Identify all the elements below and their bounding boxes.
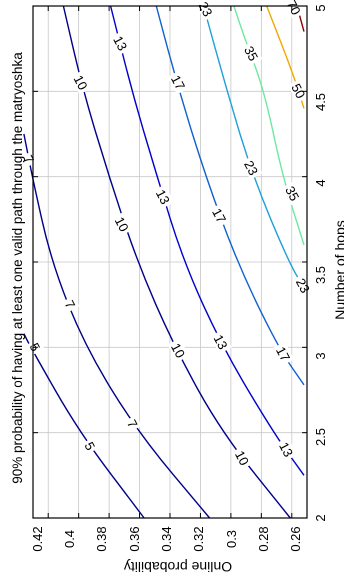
contour-label-background [210, 329, 232, 354]
x-tick-label: 3.5 [313, 266, 328, 284]
contour-label-text: 23 [195, 0, 215, 19]
contour-label-background [275, 437, 298, 462]
contour-label-text: 13 [211, 332, 231, 352]
y-axis-labels: 0.26 0.28 0.3 0.32 0.34 0.36 0.38 0.4 0.… [30, 526, 303, 575]
contour-label-13: 13 [109, 30, 132, 56]
contour-lines [23, 5, 305, 519]
contour-label-text: 17 [168, 73, 188, 93]
contour-label-background [167, 338, 190, 363]
contour-label-10: 10 [70, 70, 92, 95]
x-tick-label: 4 [313, 179, 328, 186]
contour-label-background [272, 341, 295, 366]
contour-label-13: 13 [210, 329, 232, 354]
contour-label-text: 10 [168, 341, 188, 361]
contour-line-10 [62, 5, 291, 519]
contour-label-background [123, 415, 142, 433]
contour-label-background [240, 155, 263, 180]
contour-label-5: 5 [81, 437, 100, 455]
contour-label-background [283, 0, 306, 20]
ticks [33, 5, 307, 519]
y-tick-label: 0.4 [62, 530, 77, 548]
y-tick-label: 0.36 [127, 526, 142, 551]
contour-label-70: 70 [283, 0, 306, 20]
contour-label-7: 7 [123, 415, 142, 433]
x-tick-label: 4.5 [313, 93, 328, 111]
contour-label-17: 17 [272, 341, 295, 366]
y-tick-label: 0.42 [30, 526, 45, 551]
contour-label-background [70, 70, 92, 95]
contour-label-13: 13 [152, 184, 175, 209]
contour-label-text: 17 [273, 344, 293, 364]
contour-label-text: 23 [241, 158, 261, 178]
contour-label-17: 17 [167, 70, 190, 95]
contour-line-5 [23, 333, 145, 519]
contour-label-background [240, 41, 263, 66]
contour-line-17 [155, 5, 305, 386]
contour-label-23: 23 [240, 155, 263, 180]
contour-label-text: 23 [293, 276, 313, 296]
y-axis-label: Online probability [124, 559, 232, 575]
contour-label-17: 17 [208, 203, 231, 228]
contour-label-background [292, 273, 315, 298]
x-tick-label: 2.5 [313, 428, 328, 446]
contour-label-text: 10 [232, 448, 252, 468]
y-tick-label: 0.34 [159, 526, 174, 551]
contour-label-background [111, 211, 134, 237]
y-tick-label: 0.38 [94, 526, 109, 551]
contour-label-background [208, 203, 231, 228]
contour-label-10: 10 [111, 211, 134, 237]
plot-area: 5577710101010131313131717172323233535507… [20, 0, 315, 519]
chart-title: 90% probability of having at least one v… [10, 52, 25, 484]
x-tick-label: 3 [313, 352, 328, 359]
contour-line-70 [296, 5, 305, 32]
contour-label-23: 23 [195, 0, 217, 22]
x-tick-label: 5 [313, 4, 328, 11]
contour-label-text: 17 [209, 206, 229, 226]
contour-label-text: 10 [112, 214, 132, 234]
contour-label-background [26, 338, 45, 356]
contour-label-text: 13 [276, 440, 296, 460]
contour-label-background [281, 181, 304, 206]
contour-label-text: 10 [71, 73, 91, 93]
contour-label-10: 10 [231, 445, 254, 470]
contour-label-10: 10 [167, 338, 190, 363]
y-tick-label: 0.32 [191, 526, 206, 551]
x-axis-label: Number of hops [332, 220, 344, 320]
contour-label-7: 7 [61, 295, 80, 313]
contour-labels: 5577710101010131313131717172323233535507… [20, 0, 315, 470]
contour-line-7 [23, 133, 211, 519]
contour-label-text: 13 [153, 187, 173, 207]
contour-label-text: 35 [282, 184, 302, 204]
contour-label-35: 35 [281, 181, 304, 206]
contour-label-background [287, 78, 310, 103]
contour-label-background [61, 295, 80, 313]
y-tick-label: 0.28 [256, 526, 271, 551]
contour-label-23: 23 [292, 273, 315, 298]
contour-label-13: 13 [275, 437, 298, 462]
contour-label-background [231, 445, 254, 470]
contour-label-text: 50 [288, 81, 308, 101]
y-tick-label: 0.3 [224, 530, 239, 548]
contour-label-text: 13 [110, 33, 130, 53]
contour-label-35: 35 [240, 41, 263, 66]
x-tick-label: 2 [313, 514, 328, 521]
contour-label-background [152, 184, 175, 209]
x-axis-labels: 2 2.5 3 3.5 4 4.5 5 Number of hops [313, 4, 344, 521]
contour-label-50: 50 [287, 78, 310, 103]
contour-label-background [195, 0, 217, 22]
contour-label-background [109, 30, 132, 56]
contour-label-background [167, 70, 190, 95]
y-tick-label: 0.26 [288, 526, 303, 551]
contour-label-background [20, 150, 39, 168]
contour-label-background [81, 437, 100, 455]
contour-label-text: 35 [241, 44, 261, 64]
